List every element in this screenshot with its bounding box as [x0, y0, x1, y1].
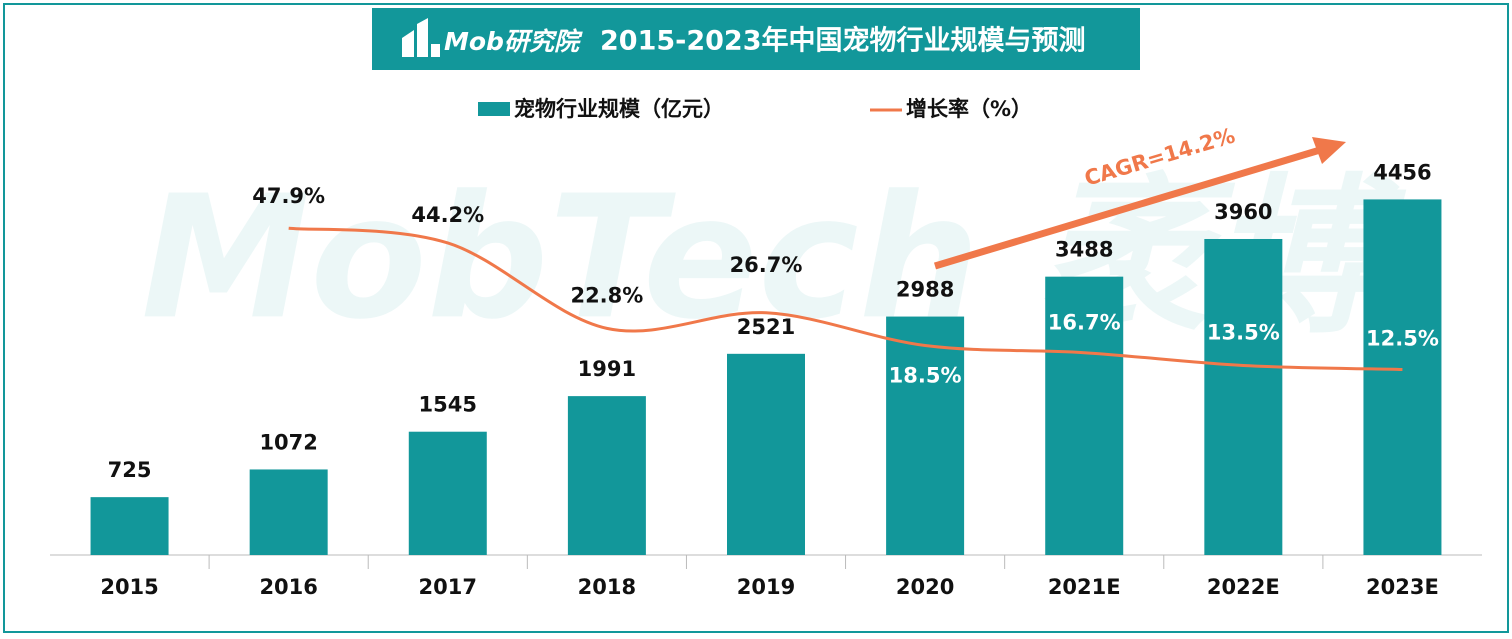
data-label: 1991: [578, 357, 636, 381]
bar: [886, 316, 965, 555]
legend-label: 宠物行业规模（亿元）: [514, 97, 724, 121]
x-tick-label: 2022E: [1207, 575, 1280, 599]
data-label: 22.8%: [570, 283, 643, 307]
bar: [1363, 199, 1442, 555]
bar: [1045, 276, 1124, 555]
x-tick-label: 2016: [259, 575, 317, 599]
x-tick-label: 2020: [896, 575, 954, 599]
legend-swatch-bar: [478, 102, 510, 116]
data-label: 44.2%: [411, 203, 484, 227]
chart-title: 2015-2023年中国宠物行业规模与预测: [600, 25, 1086, 57]
brand-logo: [402, 18, 440, 57]
bar: [1204, 238, 1283, 555]
data-label: 47.9%: [252, 184, 325, 208]
data-label: 2521: [737, 315, 795, 339]
legend-label: 增长率（%）: [906, 97, 1032, 121]
x-tick-label: 2019: [737, 575, 795, 599]
title-box: [372, 8, 1140, 70]
data-label: 4456: [1373, 160, 1431, 184]
cagr-arrow: [933, 146, 1322, 270]
data-label: 26.7%: [730, 253, 803, 277]
data-label: 2988: [896, 278, 954, 302]
bar: [408, 431, 487, 555]
x-tick-label: 2023E: [1366, 575, 1439, 599]
cagr-arrowhead: [1312, 137, 1346, 164]
x-tick-label: 2018: [578, 575, 636, 599]
x-tick-label: 2015: [100, 575, 158, 599]
x-tick-label: 2017: [419, 575, 477, 599]
bar: [249, 469, 328, 555]
data-label: 725: [108, 458, 152, 482]
data-label: 16.7%: [1048, 311, 1121, 335]
bar: [727, 353, 805, 555]
data-label: 3488: [1055, 238, 1113, 262]
brand: Mob研究院: [444, 27, 583, 56]
data-label: 1545: [419, 393, 477, 417]
data-label: 12.5%: [1366, 326, 1439, 350]
bar: [567, 396, 646, 555]
data-label: 18.5%: [889, 364, 962, 388]
watermark: MobTech 袤博: [141, 159, 1407, 357]
data-label: 1072: [259, 430, 317, 454]
line: [288, 226, 1403, 371]
data-label: 3960: [1214, 200, 1272, 224]
data-label: 13.5%: [1207, 320, 1280, 344]
x-tick-label: 2021E: [1048, 575, 1121, 599]
bar: [90, 497, 169, 555]
